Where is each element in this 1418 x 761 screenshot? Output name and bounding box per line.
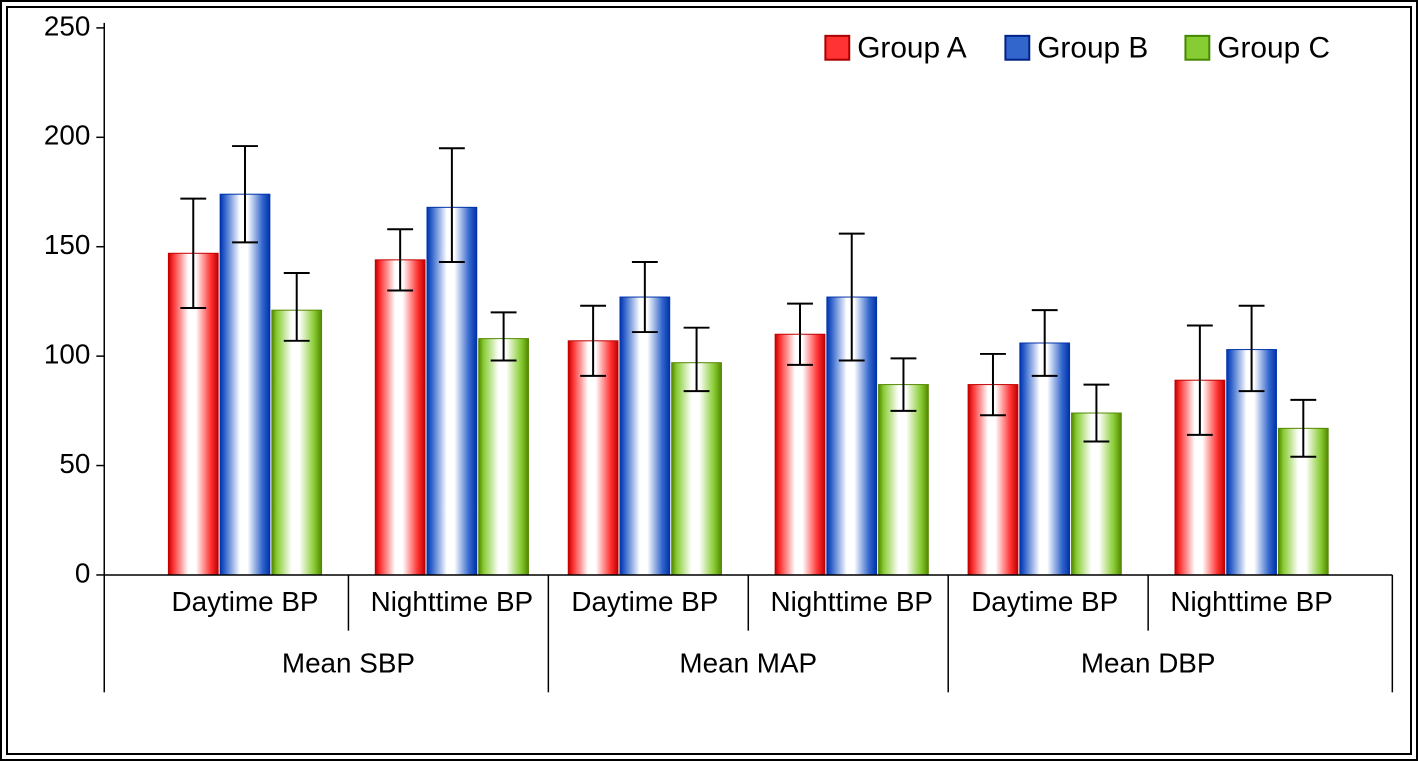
bp-bar-chart: 0 50 100 150 200 250 Daytime BP Nighttime BP Day… bbox=[8, 8, 1410, 753]
x-sub-label: Daytime BP bbox=[971, 586, 1118, 617]
x-sub-label: Nighttime BP bbox=[371, 586, 533, 617]
bar-group-c bbox=[672, 363, 722, 575]
bar-group-b bbox=[1020, 343, 1070, 575]
y-tick-label: 200 bbox=[44, 120, 90, 151]
x-super-label: Mean DBP bbox=[1081, 648, 1216, 679]
x-sub-label: Nighttime BP bbox=[1170, 586, 1332, 617]
legend-swatch bbox=[825, 36, 849, 60]
y-tick-label: 0 bbox=[75, 557, 91, 588]
legend-swatch bbox=[1005, 36, 1029, 60]
x-sub-label: Nighttime BP bbox=[770, 586, 932, 617]
bar-group-a bbox=[375, 260, 425, 575]
bar-group-b bbox=[620, 297, 670, 575]
x-sub-label: Daytime BP bbox=[571, 586, 718, 617]
y-tick-label: 250 bbox=[44, 10, 90, 41]
bar-group-c bbox=[272, 310, 322, 575]
chart-inner-frame: 0 50 100 150 200 250 Daytime BP Nighttime BP Day… bbox=[6, 6, 1412, 755]
chart-outer-frame: 0 50 100 150 200 250 Daytime BP Nighttime BP Day… bbox=[0, 0, 1418, 761]
bar-group-b bbox=[220, 194, 270, 575]
legend-label: Group B bbox=[1037, 32, 1148, 65]
x-super-label: Mean MAP bbox=[679, 648, 817, 679]
bar-group-c bbox=[479, 339, 529, 575]
bar-group-a bbox=[775, 334, 825, 575]
y-tick-label: 150 bbox=[44, 229, 90, 260]
bar-group-c bbox=[879, 385, 929, 575]
x-super-label: Mean SBP bbox=[282, 648, 415, 679]
x-sub-label: Daytime BP bbox=[171, 586, 318, 617]
legend-label: Group C bbox=[1217, 32, 1330, 65]
legend-label: Group A bbox=[857, 32, 967, 65]
y-tick-label: 100 bbox=[44, 338, 90, 369]
y-tick-label: 50 bbox=[59, 448, 90, 479]
legend-swatch bbox=[1185, 36, 1209, 60]
